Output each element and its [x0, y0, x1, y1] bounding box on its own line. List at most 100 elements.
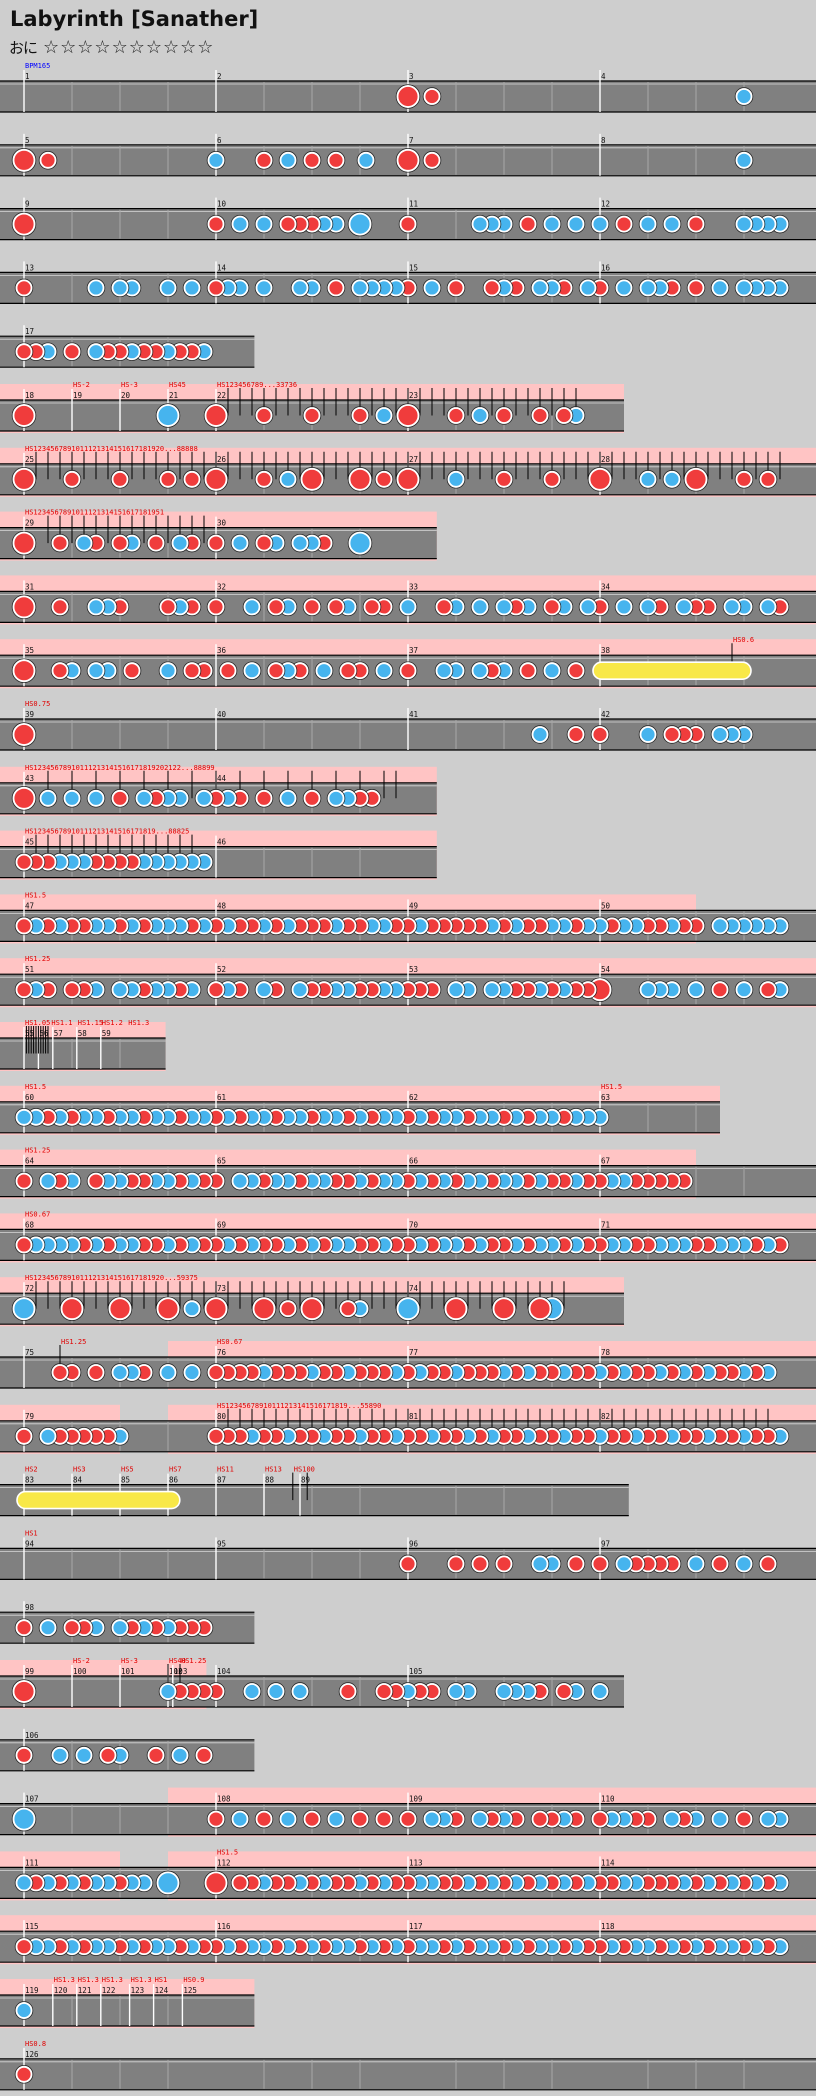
note-outline — [683, 467, 709, 492]
don-note — [207, 1364, 225, 1381]
note-outline — [11, 148, 37, 173]
measure-number: 54 — [601, 965, 611, 974]
scroll-speed-label: HS1234567891011121314151617181920...5937… — [25, 1274, 198, 1282]
ka-note — [75, 1746, 93, 1764]
measure-number: 9 — [25, 200, 30, 209]
chart-row: 98 — [0, 1601, 255, 1644]
don-note — [147, 1746, 165, 1764]
chart-row: 31 32 33 34 — [0, 575, 816, 625]
note-outline — [314, 661, 334, 680]
note-outline — [203, 1296, 229, 1321]
measure-number: 69 — [217, 1220, 226, 1229]
scroll-speed-label: HS1.3 — [131, 1976, 152, 1984]
ka-note — [39, 1172, 57, 1190]
chart-row: 126 HS0.8 — [0, 2040, 816, 2091]
note-outline — [158, 1363, 178, 1382]
ka-note — [15, 1874, 33, 1892]
measure-number: 106 — [25, 1731, 39, 1740]
note-outline — [155, 403, 181, 428]
note-outline — [758, 597, 778, 617]
chart-row: 35 36 37 38 HS0.6 — [0, 636, 816, 689]
note-outline — [446, 406, 466, 425]
ka-note — [711, 279, 729, 297]
measure-number: 8 — [601, 136, 606, 145]
measure-number: 53 — [409, 965, 418, 974]
note-outline — [206, 214, 226, 234]
ka-note — [183, 1364, 201, 1381]
note-outline — [530, 406, 550, 425]
big-don-note — [396, 404, 420, 427]
note-outline — [110, 533, 130, 553]
don-note — [375, 1683, 393, 1700]
note-outline — [398, 661, 418, 680]
don-note — [183, 662, 201, 680]
note-outline — [422, 87, 442, 106]
measure-number: 98 — [25, 1603, 35, 1612]
ka-note — [231, 215, 249, 233]
chart-row: 43 44HS1234567891011121314151617181920212… — [0, 764, 437, 816]
note-outline — [59, 1296, 85, 1321]
measure-number: 126 — [25, 2050, 39, 2059]
note-outline — [266, 597, 286, 617]
note-outline — [398, 1809, 418, 1829]
ka-note — [171, 1746, 189, 1764]
don-note — [207, 215, 225, 233]
don-note — [687, 279, 705, 297]
measure-number: 19 — [73, 391, 82, 400]
measure-number: 36 — [217, 646, 227, 655]
measure-number: 66 — [409, 1157, 419, 1166]
measure-number: 57 — [54, 1029, 63, 1038]
big-don-note — [156, 1297, 180, 1321]
don-note — [51, 534, 69, 552]
don-note — [423, 151, 441, 169]
ka-note — [279, 151, 297, 169]
note-outline — [38, 1427, 58, 1446]
ka-note — [675, 598, 693, 616]
note-outline — [278, 1299, 298, 1318]
scroll-speed-label: HS0.9 — [183, 1976, 204, 1984]
measure-number: 51 — [25, 965, 34, 974]
measure-number: 68 — [25, 1220, 35, 1229]
scroll-speed-label: HS0.8 — [25, 2040, 46, 2048]
ka-note — [639, 215, 657, 233]
big-don-note — [300, 467, 324, 491]
scroll-speed-label: HS1.5 — [25, 1083, 46, 1091]
big-ka-note — [156, 1871, 180, 1895]
note-outline — [206, 1809, 226, 1829]
don-note — [435, 598, 453, 616]
measure-number: 44 — [217, 774, 227, 783]
don-note — [447, 1555, 465, 1573]
measure-number: 124 — [155, 1986, 169, 1995]
ka-note — [357, 151, 375, 169]
note-outline — [11, 1296, 37, 1321]
measure-number: 28 — [601, 455, 611, 464]
measure-number: 43 — [25, 774, 34, 783]
note-outline — [194, 1746, 214, 1765]
don-note — [207, 279, 225, 297]
note-outline — [110, 470, 130, 489]
scroll-speed-label: HS12345678910111213141516171819202122...… — [25, 764, 215, 772]
ka-note — [111, 1619, 129, 1637]
measure-number: 13 — [25, 263, 34, 272]
ka-note — [423, 1810, 441, 1828]
ka-note — [183, 1300, 201, 1318]
chart-row: 51 52 53 54 HS1.25 — [0, 955, 816, 1008]
ka-note — [111, 981, 129, 999]
note-outline — [422, 1809, 442, 1829]
note-outline — [566, 1554, 586, 1574]
measure-number: 56 — [39, 1029, 49, 1038]
note-outline — [62, 789, 82, 808]
scroll-speed-label: HS1.3 — [78, 1976, 99, 1984]
note-outline — [374, 470, 394, 489]
don-note — [327, 279, 345, 297]
measure-number: 33 — [409, 582, 418, 591]
note-outline — [14, 1427, 34, 1446]
measure-number: 87 — [217, 1476, 226, 1485]
note-outline — [446, 980, 466, 999]
measure-number: 50 — [601, 901, 611, 910]
note-outline — [326, 789, 346, 808]
don-note — [111, 470, 129, 488]
note-outline — [62, 470, 82, 489]
